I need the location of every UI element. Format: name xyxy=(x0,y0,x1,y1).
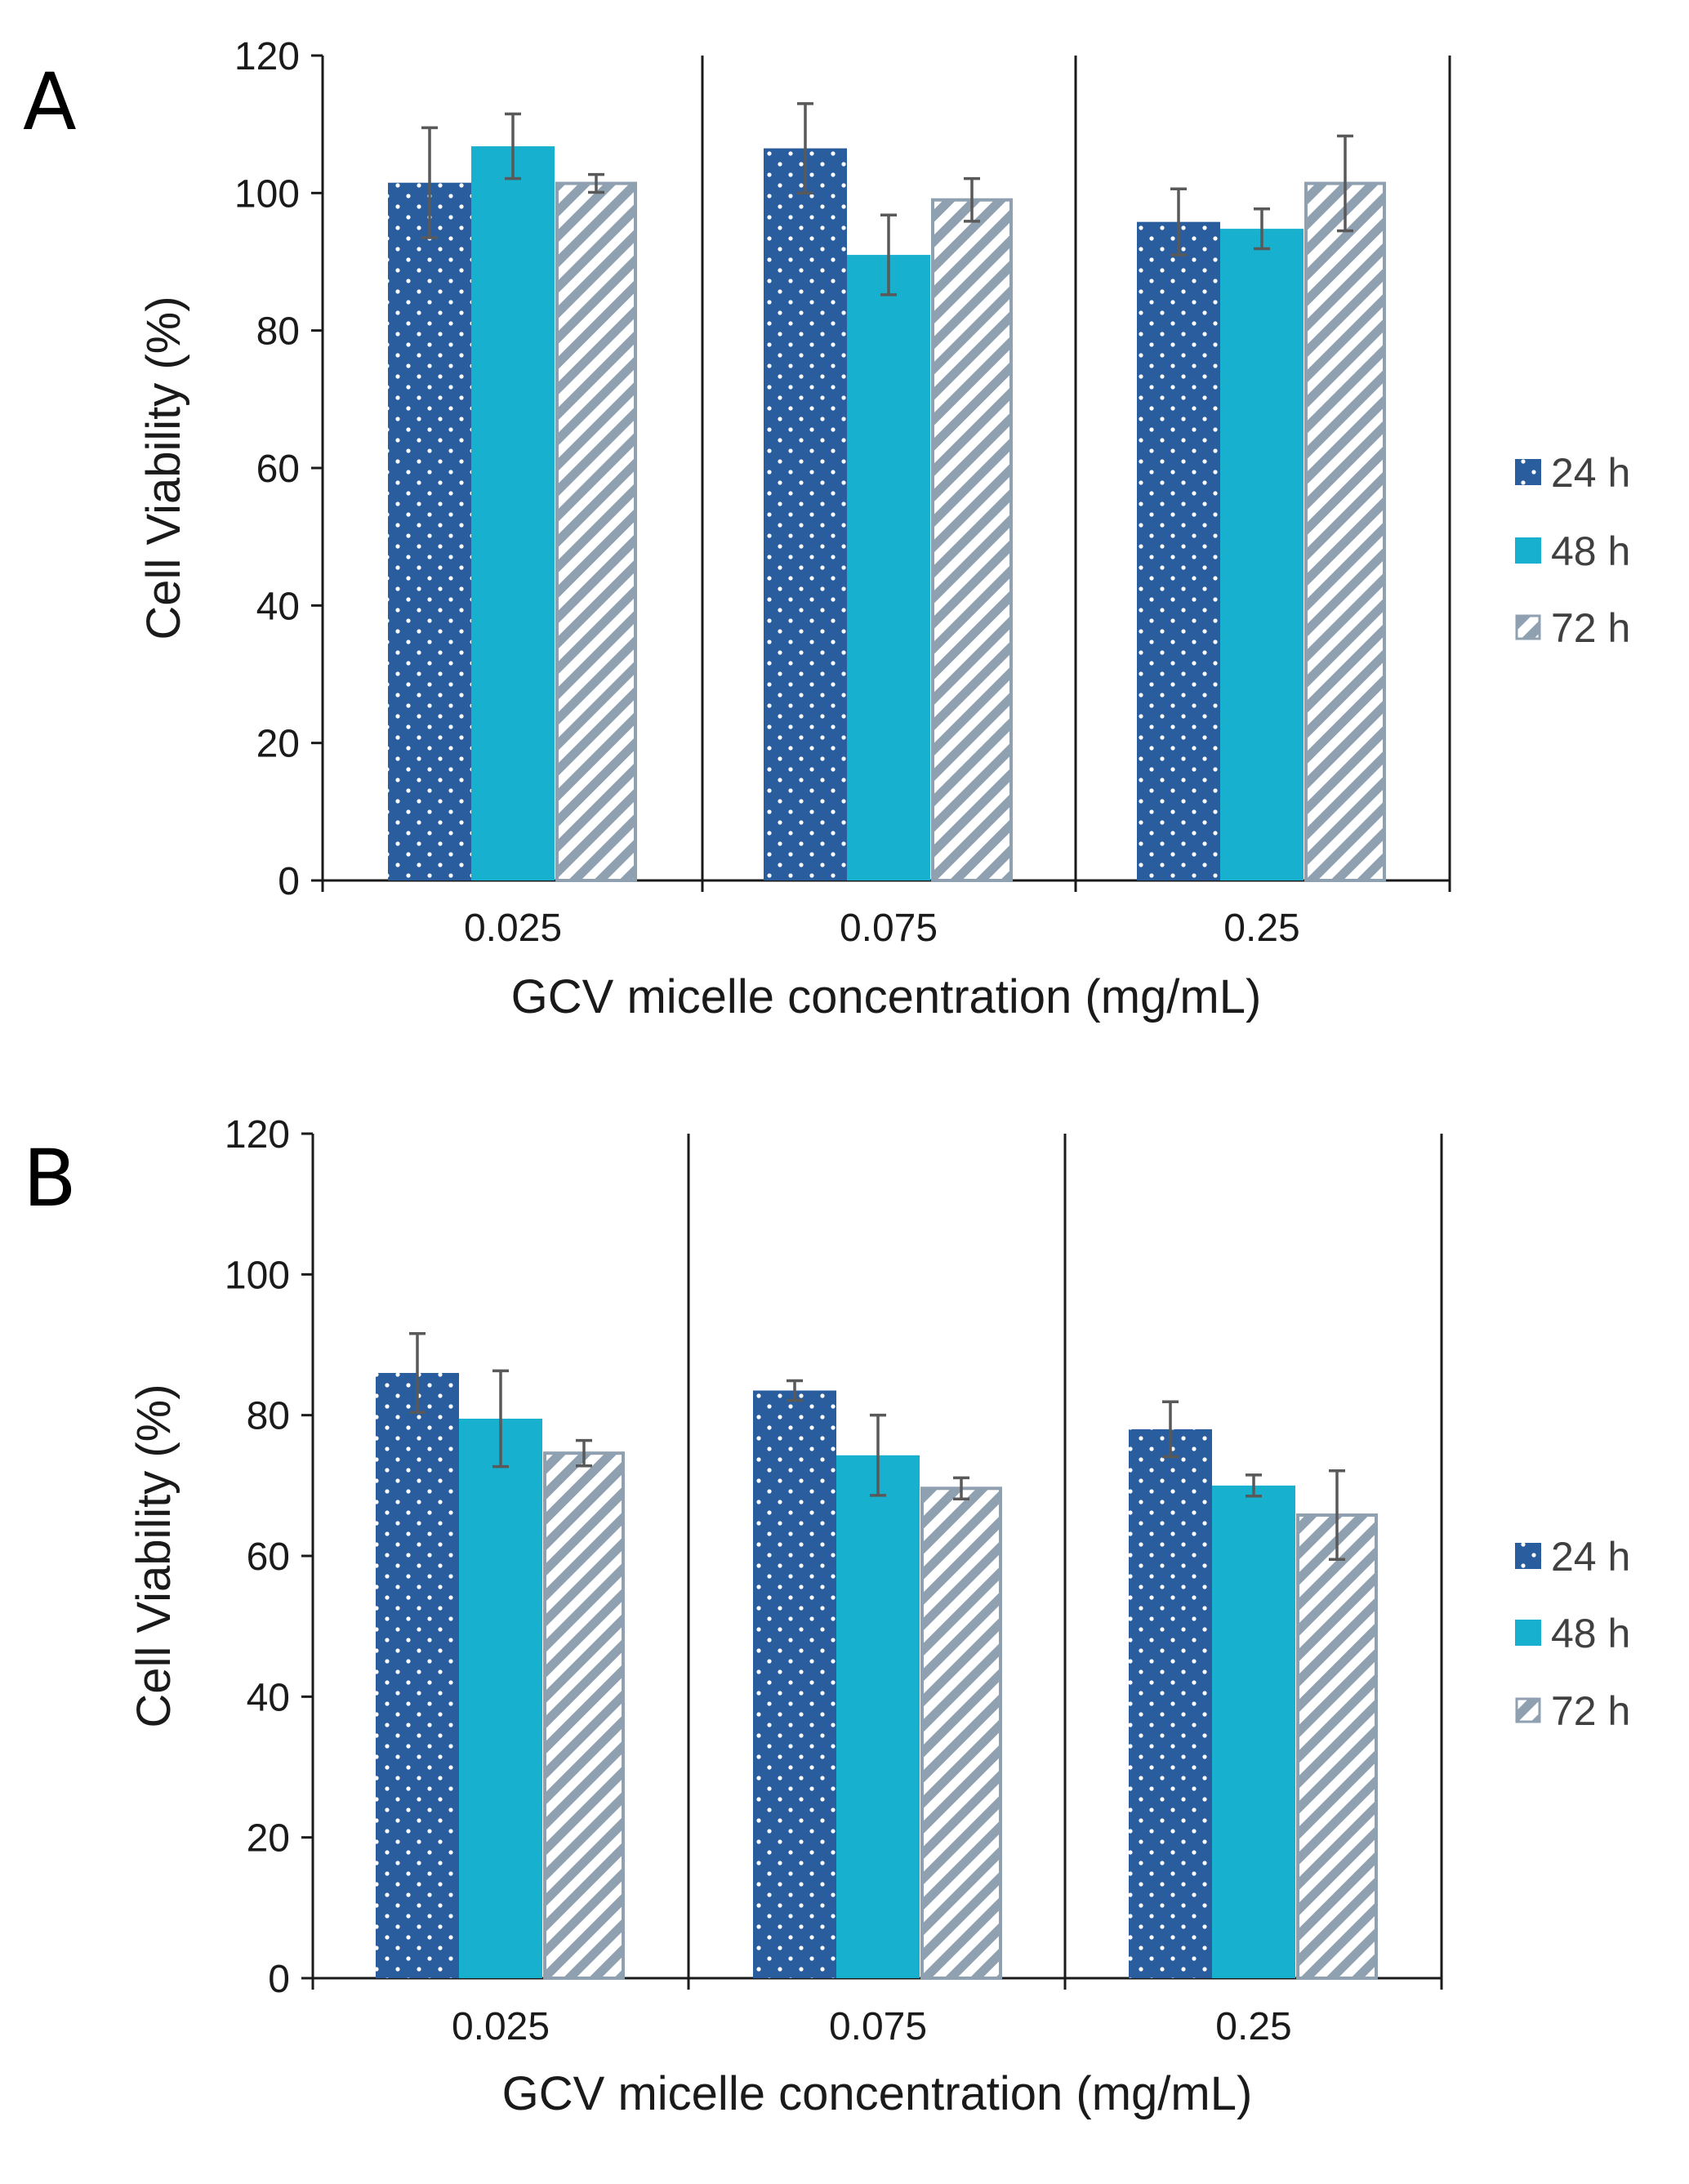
y-tick-label: 40 xyxy=(247,1676,290,1719)
bar-72h-0.025 xyxy=(555,181,637,883)
error-bar-72h-0.25 xyxy=(1329,1469,1345,1562)
legend-swatch-48h xyxy=(1515,537,1541,564)
chart-b: 0 20 40 60 80 100 120 0.025 0.075 0.25 Cell Viabil… xyxy=(127,1113,1443,2120)
error-bar-48h-0.25 xyxy=(1254,207,1270,251)
legend-label-24h: 24 h xyxy=(1551,450,1630,496)
error-bar-24h-0.075 xyxy=(787,1379,803,1402)
y-tick-label: 60 xyxy=(256,448,300,491)
y-tick-label: 20 xyxy=(256,723,300,766)
x-tick-label: 0.25 xyxy=(1215,2005,1291,2048)
bar-24h-0.075 xyxy=(753,1390,836,1978)
legend-a: 24 h 48 h 72 h xyxy=(1515,450,1630,651)
panel-a: A 0 20 40 60 80 100 120 0.025 0.075 0.25 Cell Viab… xyxy=(23,35,1630,1023)
y-tick-label: 40 xyxy=(256,585,300,628)
legend-swatch-24h xyxy=(1515,1543,1541,1569)
x-tick-label: 0.075 xyxy=(829,2005,927,2048)
error-bar-48h-0.025 xyxy=(505,112,521,181)
x-tick-label: 0.025 xyxy=(464,907,562,950)
legend-swatch-72h xyxy=(1515,1697,1541,1723)
error-bar-48h-0.075 xyxy=(880,213,897,296)
error-bar-24h-0.25 xyxy=(1170,187,1187,256)
legend-label-48h: 48 h xyxy=(1551,528,1630,574)
error-bar-24h-0.25 xyxy=(1162,1400,1179,1459)
x-tick-label: 0.25 xyxy=(1223,907,1299,950)
y-tick-label: 120 xyxy=(234,35,300,78)
error-bar-48h-0.075 xyxy=(870,1413,886,1497)
bar-72h-0.25 xyxy=(1296,1513,1378,1980)
panel-a-label: A xyxy=(23,56,77,148)
legend-swatch-72h xyxy=(1515,614,1541,640)
legend-swatch-48h xyxy=(1515,1620,1541,1646)
y-tick-label: 0 xyxy=(278,860,300,903)
legend-label-72h: 72 h xyxy=(1551,605,1630,651)
bar-48h-0.25 xyxy=(1220,229,1304,881)
bar-72h-0.025 xyxy=(543,1451,625,1980)
legend-swatch-24h xyxy=(1515,459,1541,485)
bar-48h-0.025 xyxy=(471,146,555,881)
bar-72h-0.075 xyxy=(920,1486,1002,1980)
y-tick-label: 80 xyxy=(247,1395,290,1438)
chart-a: 0 20 40 60 80 100 120 0.025 0.075 0.25 Cell Viabil… xyxy=(137,35,1451,1023)
y-tick-label: 0 xyxy=(268,1958,290,2001)
bar-48h-0.025 xyxy=(459,1418,542,1978)
bar-48h-0.075 xyxy=(836,1455,920,1978)
y-axis-title: Cell Viability (%) xyxy=(137,296,190,640)
panel-b-label: B xyxy=(23,1133,77,1224)
x-axis-title: GCV micelle concentration (mg/mL) xyxy=(511,970,1262,1023)
error-bar-48h-0.25 xyxy=(1246,1473,1262,1498)
y-tick-label: 20 xyxy=(247,1817,290,1861)
bar-48h-0.25 xyxy=(1212,1485,1295,1978)
y-tick-label: 100 xyxy=(234,172,300,216)
error-bar-72h-0.025 xyxy=(576,1438,592,1468)
error-bar-72h-0.025 xyxy=(588,172,604,194)
y-axis-title: Cell Viability (%) xyxy=(127,1384,180,1727)
error-bar-24h-0.075 xyxy=(797,102,813,195)
y-tick-label: 60 xyxy=(247,1535,290,1579)
bar-72h-0.075 xyxy=(931,198,1013,882)
y-tick-label: 80 xyxy=(256,310,300,354)
error-bar-72h-0.075 xyxy=(964,176,980,223)
bar-24h-0.025 xyxy=(376,1372,459,1978)
bar-48h-0.075 xyxy=(847,255,930,880)
error-bar-72h-0.25 xyxy=(1337,134,1353,233)
x-tick-label: 0.025 xyxy=(452,2005,550,2048)
error-bar-48h-0.025 xyxy=(492,1369,509,1469)
bar-24h-0.075 xyxy=(764,148,847,880)
error-bar-24h-0.025 xyxy=(409,1331,426,1414)
y-tick-label: 100 xyxy=(225,1254,290,1297)
x-tick-label: 0.075 xyxy=(840,907,938,950)
error-bar-72h-0.075 xyxy=(953,1476,969,1500)
y-tick-label: 120 xyxy=(225,1113,290,1157)
bar-72h-0.25 xyxy=(1304,181,1386,883)
legend-label-24h: 24 h xyxy=(1551,1534,1630,1580)
x-axis-title: GCV micelle concentration (mg/mL) xyxy=(502,2067,1253,2120)
bar-24h-0.25 xyxy=(1129,1429,1212,1978)
panel-b: B 0 20 40 60 80 100 120 0.025 0.075 0.25 Cell Viab… xyxy=(23,1113,1630,2120)
bar-24h-0.25 xyxy=(1137,221,1220,880)
legend-b: 24 h 48 h 72 h xyxy=(1515,1534,1630,1734)
error-bar-24h-0.025 xyxy=(421,126,438,239)
legend-label-48h: 48 h xyxy=(1551,1611,1630,1656)
legend-label-72h: 72 h xyxy=(1551,1688,1630,1734)
bar-24h-0.025 xyxy=(388,182,471,881)
